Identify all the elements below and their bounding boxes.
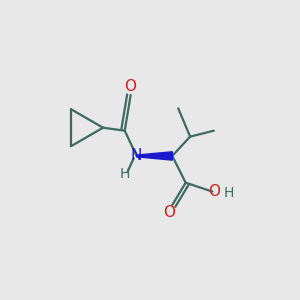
Text: H: H: [119, 167, 130, 181]
Text: O: O: [124, 79, 136, 94]
Text: O: O: [163, 205, 175, 220]
Polygon shape: [136, 152, 172, 160]
Text: N: N: [131, 148, 142, 164]
Text: O: O: [208, 184, 220, 199]
Text: H: H: [224, 186, 234, 200]
